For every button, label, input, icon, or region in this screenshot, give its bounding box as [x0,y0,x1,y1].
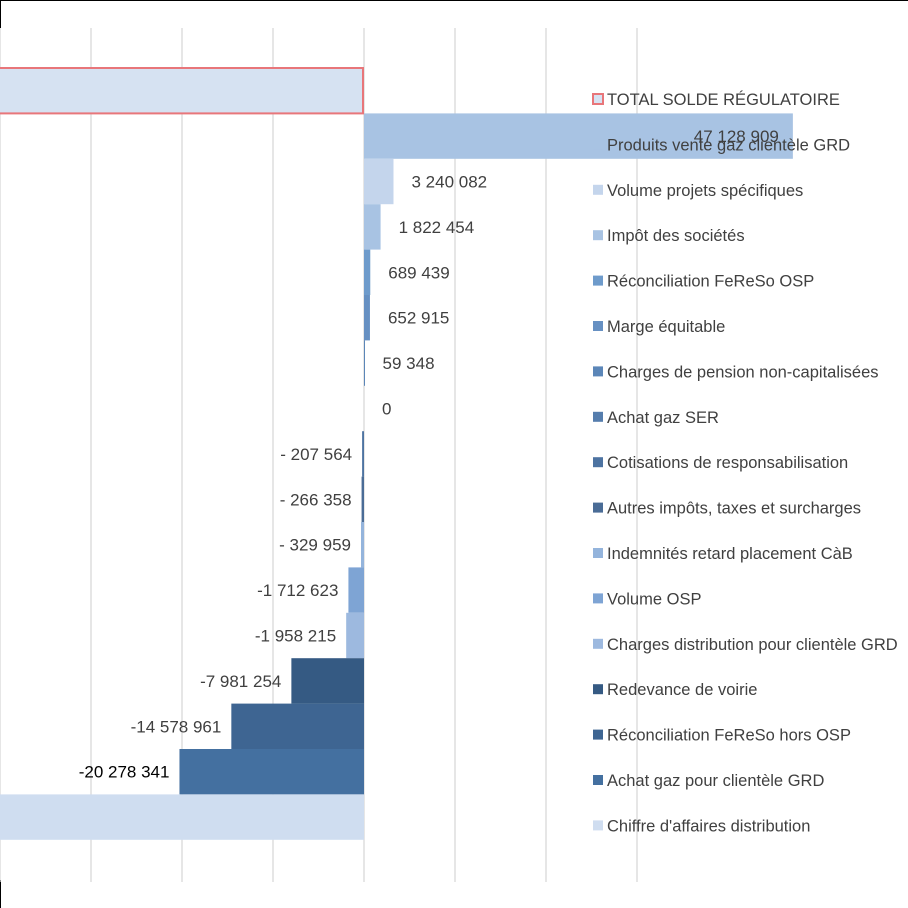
legend-swatch [592,93,604,105]
legend-swatch [593,275,603,286]
bar [364,204,381,250]
legend-label: Indemnités retard placement CàB [607,545,853,563]
legend-label: Volume projets spécifiques [607,182,803,200]
bar [361,476,364,522]
legend-label: Charges distribution pour clientèle GRD [607,636,898,654]
bar [364,158,394,205]
bar [364,249,371,295]
data-label: -20 278 341 [79,763,170,782]
legend-label: Achat gaz pour clientèle GRD [607,772,824,790]
data-label: - 329 959 [279,536,351,555]
legend-swatch [593,820,603,831]
legend-label: Volume OSP [607,590,701,608]
legend-swatch [593,321,603,331]
data-label: 47 128 909 [694,127,779,146]
data-label: -7 981 254 [200,672,281,691]
legend-label: Achat gaz SER [607,409,719,427]
data-label: 689 439 [388,263,449,282]
bar [364,295,370,341]
frame-border-left [0,880,1,908]
bar [348,567,364,613]
legend-swatch [593,548,603,558]
data-label: -1 712 623 [257,581,338,600]
legend-label: Marge équitable [607,318,725,336]
legend-swatch [593,638,603,649]
bar [0,794,364,840]
legend-swatch [593,502,603,513]
data-label: 3 240 082 [411,173,487,192]
legend-label: Cotisations de responsabilisation [607,454,848,472]
legend-label: Réconciliation FeReSo hors OSP [607,727,851,745]
legend-swatch [593,184,603,195]
data-label: 0 [382,400,391,419]
legend-label: Produits vente gaz clientèle GRD [607,136,850,154]
frame-border-top [0,0,908,1]
bar [364,340,365,386]
bar [0,67,365,115]
legend-swatch [593,775,603,785]
bar [360,522,364,568]
legend-swatch [593,457,603,468]
legend-swatch [593,593,603,604]
legend-label: Impôt des sociétés [607,227,745,245]
bar [231,703,364,749]
legend-label: Chiffre d'affaires distribution [607,817,810,835]
bar [179,749,364,795]
legend-label: TOTAL SOLDE RÉGULATOIRE [607,90,840,109]
legend-swatch [593,411,603,422]
bar [362,431,364,477]
bars-group [0,67,793,840]
legend-label: Réconciliation FeReSo OSP [607,273,814,291]
data-label: 652 915 [388,309,449,328]
data-label: 1 822 454 [399,218,475,237]
legend-label: Charges de pension non-capitalisées [607,363,879,381]
bar [364,113,793,159]
legend-label: Autres impôts, taxes et surcharges [607,500,861,518]
data-label: 59 348 [383,354,435,373]
bar [346,612,364,659]
bar [291,658,364,704]
legend-swatch [593,366,603,377]
data-label: -1 958 215 [255,627,336,646]
legend: TOTAL SOLDE RÉGULATOIRE Produits vente ga… [592,90,898,835]
legend-swatch [593,684,603,695]
data-label: - 266 358 [280,490,352,509]
data-label: - 207 564 [280,445,352,464]
legend-swatch [593,230,603,241]
frame-border-left [0,0,1,28]
legend-swatch [593,139,603,150]
legend-swatch [593,729,603,740]
data-label: -14 578 961 [131,717,222,736]
legend-label: Redevance de voirie [607,681,757,699]
